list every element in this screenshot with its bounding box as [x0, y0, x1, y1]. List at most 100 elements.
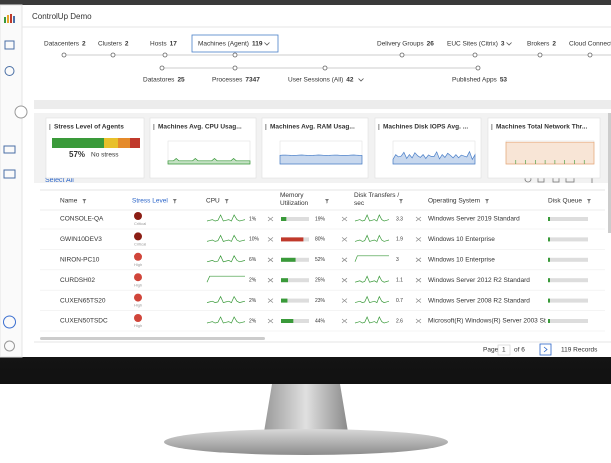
card [374, 117, 482, 179]
stress-label: Critical [134, 241, 146, 246]
queue-track [548, 237, 588, 242]
node-label[interactable]: Processes [212, 77, 243, 84]
os-name: Windows Server 2019 Standard [428, 216, 520, 223]
node-label[interactable]: EUC Sites (Citrix) [447, 41, 498, 48]
machine-name[interactable]: GWIN10DEV3 [60, 236, 102, 243]
stress-dot [134, 212, 142, 220]
filter-icon[interactable] [82, 199, 87, 204]
queue-bar [548, 278, 550, 283]
column-header[interactable]: Name [60, 198, 78, 205]
node-count[interactable]: 2 [125, 41, 129, 48]
filter-icon[interactable] [586, 199, 591, 204]
node-count[interactable]: 26 [427, 41, 435, 48]
memory-bar [281, 278, 288, 283]
column-header[interactable]: Memory Utilization [280, 192, 309, 207]
shuffle-icon [341, 277, 348, 283]
node-count[interactable]: 17 [170, 41, 178, 48]
page-box [497, 344, 511, 356]
column-header[interactable]: Stress Level [132, 198, 168, 205]
card [487, 117, 601, 179]
node-label[interactable]: Datastores [143, 77, 175, 84]
sparkline [206, 275, 245, 283]
stress-dot [134, 252, 142, 261]
sparkline [206, 295, 246, 304]
node-dot [475, 65, 481, 71]
memory-bar [281, 257, 296, 262]
machine-name[interactable]: CONSOLE-QA [60, 216, 104, 223]
node-count[interactable]: 7347 [245, 77, 260, 84]
column-header[interactable]: Operating System [428, 198, 480, 205]
filter-icon[interactable] [485, 199, 490, 204]
disk-value: 3 [396, 257, 399, 263]
disk-value: 2.6 [396, 318, 403, 324]
stress-dot [134, 293, 142, 302]
filter-icon[interactable] [224, 199, 229, 204]
shuffle-icon [415, 216, 422, 222]
select-all[interactable]: Select All [45, 177, 74, 184]
machine-name[interactable]: CURDSH02 [60, 277, 95, 284]
memory-value: 44% [315, 318, 326, 324]
node-label[interactable]: Clusters [98, 41, 123, 48]
node-count[interactable]: 42 [346, 77, 354, 84]
stress-status: No stress [91, 152, 119, 159]
sparkline [354, 234, 390, 242]
shuffle-icon [267, 237, 274, 242]
sidebar [0, 4, 23, 358]
column-header[interactable]: Disk Queue [548, 198, 582, 205]
filter-icon[interactable] [172, 199, 177, 204]
node-label[interactable]: User Sessions (All) [288, 77, 343, 84]
node-label[interactable]: Hosts [150, 41, 167, 48]
node-label[interactable]: Brokers [527, 41, 550, 48]
mini-area [279, 154, 363, 165]
card [149, 117, 257, 179]
shuffle-icon [341, 318, 348, 324]
record-count: 119 Records [561, 347, 598, 354]
node-label[interactable]: Cloud Connect [569, 41, 611, 48]
queue-track [548, 298, 588, 303]
cpu-value: 10% [249, 237, 260, 243]
os-name: Windows 10 Enterprise [428, 236, 495, 243]
node-count[interactable]: 3 [501, 41, 505, 48]
filter-icon[interactable] [399, 199, 403, 204]
stand-neck [264, 384, 348, 432]
node-dot [322, 65, 328, 71]
stress-label: High [134, 303, 142, 308]
dropdown-chevron[interactable] [506, 42, 512, 46]
stress-dot [134, 232, 142, 241]
node-count[interactable]: 2 [82, 41, 86, 48]
node-count[interactable]: 2 [552, 41, 556, 48]
cpu-value: 6% [249, 257, 257, 263]
mini-area [392, 150, 476, 165]
column-header[interactable]: Disk Transfers / sec [354, 192, 399, 207]
machine-name[interactable]: CUXEN65TS20 [60, 297, 106, 304]
page-number[interactable]: 1 [502, 347, 506, 354]
node-label[interactable]: Machines (Agent) [198, 41, 249, 48]
memory-bar [281, 217, 287, 221]
machine-name[interactable]: NIRON-PC10 [60, 257, 100, 264]
node-count[interactable]: 119 [252, 41, 263, 48]
node-label[interactable]: Published Apps [452, 77, 498, 84]
card-title: Machines Disk IOPS Avg. ... [383, 124, 468, 131]
column-header[interactable]: CPU [206, 198, 220, 205]
next-page[interactable] [539, 343, 552, 356]
node-count[interactable]: 53 [500, 77, 508, 84]
queue-track [548, 257, 588, 262]
node-label[interactable]: Delivery Groups [377, 41, 424, 48]
stand-base [164, 429, 448, 455]
memory-value: 25% [315, 278, 326, 284]
h-scrollbar [40, 337, 265, 340]
page-of: of 6 [514, 347, 525, 354]
node-label[interactable]: Datacenters [44, 41, 80, 48]
disk-value: 1.9 [396, 237, 403, 243]
node-count[interactable]: 25 [177, 77, 185, 84]
filter-icon[interactable] [325, 199, 329, 204]
node-dot [61, 52, 67, 58]
memory-bar [281, 319, 294, 323]
machine-name[interactable]: CUXEN50TSDC [60, 318, 108, 325]
os-name: Windows Server 2008 R2 Standard [428, 297, 530, 304]
shuffle-icon [341, 298, 348, 303]
dropdown-chevron[interactable] [358, 78, 364, 82]
queue-bar [548, 217, 550, 221]
shuffle-icon [267, 318, 274, 324]
dropdown-chevron[interactable] [264, 42, 270, 46]
